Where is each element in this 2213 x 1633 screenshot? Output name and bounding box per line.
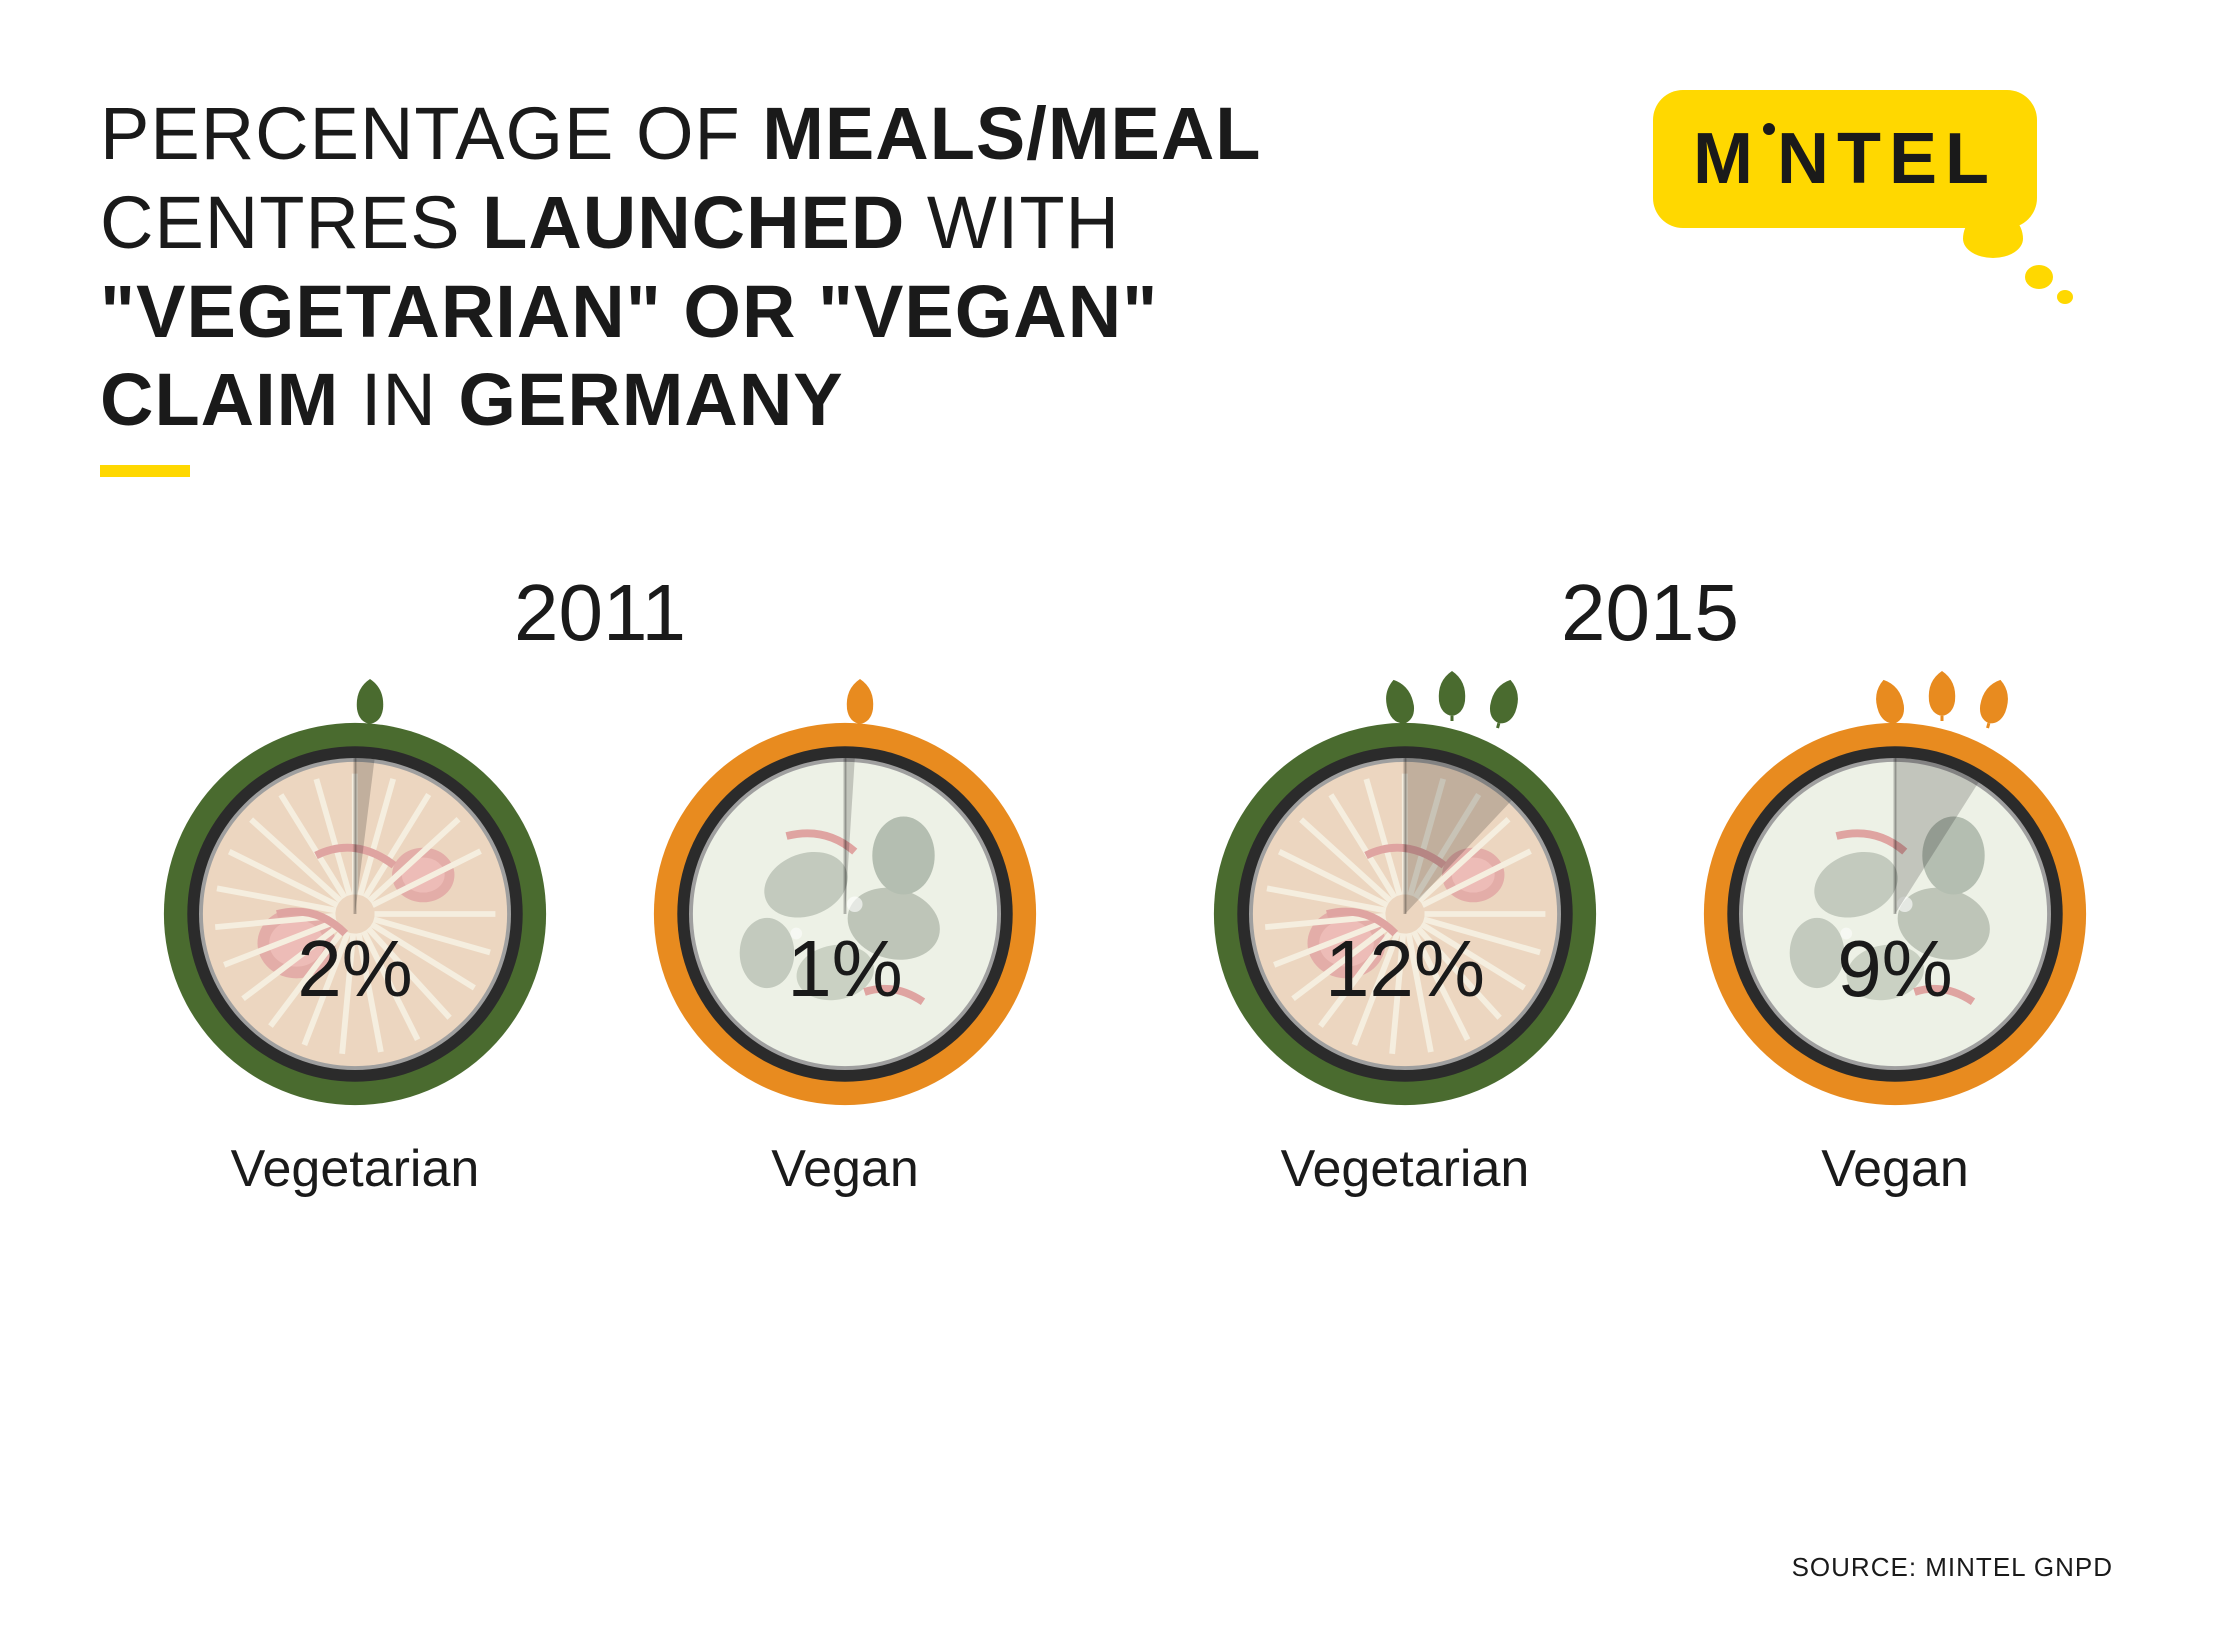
plate-vegan: 9% Vegan: [1700, 719, 2090, 1199]
percentage-value: 2%: [297, 923, 413, 1015]
plate-label: Vegetarian: [1281, 1139, 1530, 1199]
plate-label: Vegetarian: [231, 1139, 480, 1199]
plate-vegetarian: 2% Vegetarian: [160, 719, 550, 1199]
leaf-icon: [345, 674, 395, 734]
leaf-icon: [835, 674, 885, 734]
percentage-value: 12%: [1325, 923, 1485, 1015]
year-label: 2015: [1561, 567, 1739, 659]
title-underline: [100, 465, 190, 477]
year-label: 2011: [514, 567, 686, 659]
mintel-logo: MNTEL: [1653, 90, 2113, 310]
percentage-value: 1%: [787, 923, 903, 1015]
leaf-icon: [1375, 674, 1529, 734]
plate-label: Vegan: [1821, 1139, 1969, 1199]
source-attribution: SOURCE: MINTEL GNPD: [1792, 1552, 2113, 1583]
leaf-icon: [1865, 674, 2019, 734]
plate-vegan: 1% Vegan: [650, 719, 1040, 1199]
percentage-value: 9%: [1837, 923, 1953, 1015]
plate-label: Vegan: [771, 1139, 919, 1199]
plate-vegetarian: 12% Vegetarian: [1210, 719, 1600, 1199]
infographic-content: 2011 2% Vegetarian 1% Vegan 2015: [100, 567, 2113, 1199]
page-title: PERCENTAGE OF MEALS/MEALCENTRES LAUNCHED…: [100, 90, 1261, 445]
